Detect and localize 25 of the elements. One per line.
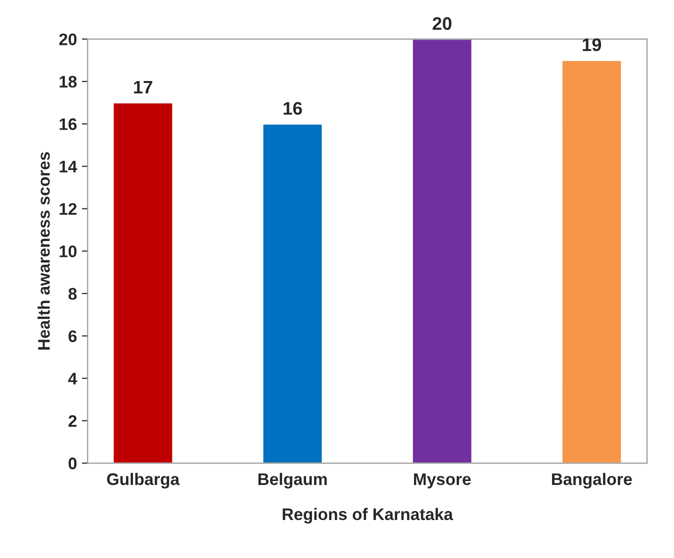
- x-tick-label: Mysore: [414, 473, 471, 488]
- bar: [412, 39, 473, 464]
- y-tick-label: 20: [59, 33, 77, 46]
- data-label: 16: [284, 102, 302, 115]
- bar: [112, 102, 174, 464]
- y-tick-label: 12: [60, 203, 77, 215]
- data-label: 20: [432, 17, 452, 30]
- x-tick-label: Belgaum: [258, 472, 327, 488]
- y-tick-label: 4: [68, 372, 78, 384]
- y-tick-label: 10: [60, 246, 77, 258]
- data-label: 17: [134, 80, 152, 94]
- y-tick-label: 14: [60, 160, 78, 172]
- x-tick-label: Gulbarga: [107, 472, 180, 488]
- bar: [262, 123, 324, 464]
- y-tick-label: 0: [68, 458, 77, 470]
- x-axis-title: Regions of Karnataka: [282, 508, 454, 524]
- y-tick-label: 16: [60, 118, 77, 130]
- x-tick-label: Bangalore: [552, 472, 632, 488]
- y-tick-label: 2: [68, 415, 77, 427]
- y-tick-label: 8: [68, 288, 77, 300]
- data-label: 19: [582, 38, 602, 52]
- y-tick-label: 18: [60, 76, 77, 88]
- y-tick-label: 6: [68, 330, 77, 342]
- bar: [561, 60, 622, 464]
- y-axis-title: Health awareness scores: [38, 152, 50, 350]
